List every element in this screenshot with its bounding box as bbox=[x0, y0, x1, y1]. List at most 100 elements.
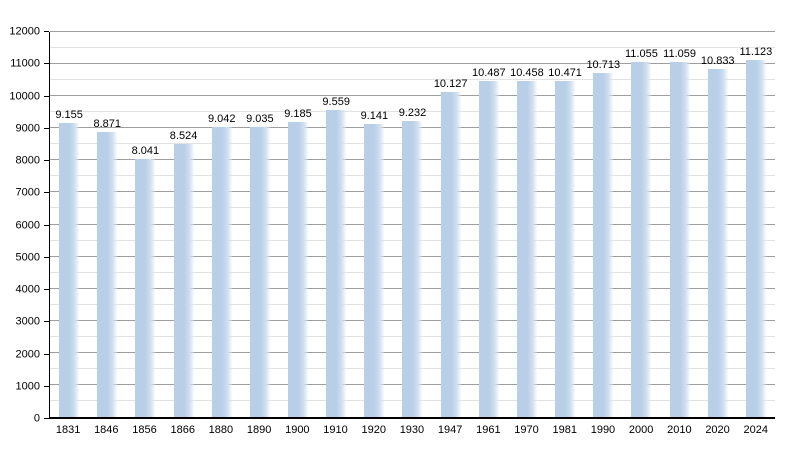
y-tick-label: 8000 bbox=[15, 154, 40, 167]
bar-value-label: 8.524 bbox=[169, 129, 198, 142]
y-tick-mark bbox=[44, 224, 49, 226]
y-tick-mark bbox=[44, 63, 49, 65]
gridline-major bbox=[50, 95, 775, 97]
y-tick-label: 1000 bbox=[15, 380, 40, 393]
bar bbox=[402, 120, 423, 417]
bar-value-label: 10.471 bbox=[548, 67, 582, 80]
gridline-minor bbox=[50, 79, 775, 81]
x-tick-label: 2000 bbox=[628, 424, 654, 436]
bar-column: 10.127 bbox=[432, 32, 470, 417]
y-tick-label: 4000 bbox=[15, 283, 40, 296]
bar bbox=[516, 81, 537, 417]
bar bbox=[745, 60, 766, 417]
bar bbox=[97, 132, 118, 417]
gridline-minor bbox=[50, 47, 775, 49]
bar-column: 10.458 bbox=[508, 32, 546, 417]
bar-value-label: 9.155 bbox=[55, 109, 83, 122]
y-axis: 0 1000 2000 3000 4000 5000 6000 7000 8000 9000 100… bbox=[0, 26, 49, 424]
bar-value-label: 10.127 bbox=[433, 78, 468, 91]
bar bbox=[288, 122, 309, 417]
bar-column: 8.041 bbox=[126, 32, 164, 417]
x-tick-label: 1831 bbox=[55, 424, 81, 436]
bar-value-label: 8.871 bbox=[93, 118, 121, 131]
x-axis-labels: 1831 1846 1856 1866 1880 1890 1900 1910 1920 1930… bbox=[49, 424, 775, 436]
bar-value-label: 11.059 bbox=[663, 48, 696, 61]
plot-area: 9.155 8.871 8.041 8.524 9.042 9.035 9.185 9.559… bbox=[49, 31, 775, 419]
bar bbox=[249, 127, 270, 417]
x-tick-label: 1900 bbox=[285, 424, 310, 436]
bar-column: 9.035 bbox=[241, 32, 279, 417]
bar-column: 9.155 bbox=[50, 32, 88, 417]
gridline-minor bbox=[50, 111, 775, 113]
y-tick-label: 2000 bbox=[15, 348, 40, 361]
y-tick-label: 10000 bbox=[9, 90, 40, 102]
bar bbox=[631, 62, 652, 417]
x-tick-label: 1890 bbox=[246, 424, 272, 436]
gridline-major bbox=[50, 63, 775, 65]
bar-value-label: 9.035 bbox=[246, 113, 274, 126]
bar bbox=[326, 110, 347, 417]
bar-value-label: 8.041 bbox=[131, 145, 160, 158]
bars: 9.155 8.871 8.041 8.524 9.042 9.035 9.185 9.559… bbox=[50, 32, 775, 417]
x-tick-label: 2024 bbox=[743, 424, 768, 436]
bar bbox=[135, 159, 156, 417]
x-tick-label: 1990 bbox=[590, 424, 616, 436]
x-tick-label: 2020 bbox=[705, 424, 730, 436]
bar bbox=[669, 62, 690, 417]
y-tick-label: 6000 bbox=[15, 219, 40, 231]
y-tick-mark bbox=[44, 160, 49, 162]
y-tick-mark bbox=[44, 127, 49, 129]
x-tick-label: 1930 bbox=[399, 424, 425, 436]
bar-value-label: 9.559 bbox=[322, 96, 350, 109]
bar-column: 8.524 bbox=[164, 32, 202, 417]
bar-value-label: 10.833 bbox=[700, 55, 735, 68]
bar bbox=[478, 80, 499, 417]
bar-column: 9.042 bbox=[203, 32, 241, 417]
y-tick-mark bbox=[44, 321, 49, 323]
y-tick-label: 12000 bbox=[9, 25, 40, 38]
bar-column: 11.123 bbox=[737, 32, 775, 417]
bar-value-label: 10.713 bbox=[586, 59, 621, 72]
bar-column: 10.471 bbox=[546, 32, 584, 417]
x-tick-label: 1981 bbox=[552, 424, 577, 436]
bar-value-label: 9.232 bbox=[398, 106, 427, 119]
bar-column: 11.059 bbox=[661, 32, 699, 417]
bar-value-label: 11.123 bbox=[739, 46, 773, 59]
bar-column: 10.833 bbox=[699, 32, 737, 417]
bar-column: 9.185 bbox=[279, 32, 317, 417]
x-tick-label: 1961 bbox=[476, 424, 501, 436]
y-tick-label: 11000 bbox=[10, 57, 40, 70]
bar-value-label: 10.487 bbox=[471, 66, 506, 79]
x-tick-label: 1947 bbox=[437, 424, 463, 436]
y-tick-mark bbox=[44, 289, 49, 291]
bar-column: 9.232 bbox=[393, 32, 431, 417]
y-tick-label: 0 bbox=[33, 412, 40, 425]
x-tick-label: 1910 bbox=[323, 424, 348, 436]
bar-column: 10.713 bbox=[584, 32, 622, 417]
bar-column: 11.055 bbox=[622, 32, 660, 417]
bar-column: 9.141 bbox=[355, 32, 393, 417]
y-tick-label: 5000 bbox=[15, 251, 40, 264]
y-tick-label: 3000 bbox=[15, 315, 40, 328]
bar-value-label: 11.055 bbox=[625, 48, 658, 61]
y-tick-mark bbox=[44, 353, 49, 355]
x-tick-label: 2010 bbox=[667, 424, 692, 436]
y-tick-mark bbox=[44, 95, 49, 97]
bar-value-label: 9.141 bbox=[360, 109, 389, 122]
y-tick-label: 7000 bbox=[15, 186, 40, 199]
y-tick-mark bbox=[44, 192, 49, 194]
bar-column: 9.559 bbox=[317, 32, 355, 417]
bar bbox=[173, 143, 194, 417]
bar bbox=[211, 126, 232, 417]
x-tick-label: 1856 bbox=[132, 424, 157, 436]
bar bbox=[593, 73, 614, 417]
bar-value-label: 9.042 bbox=[207, 112, 236, 125]
bar bbox=[555, 81, 576, 417]
y-tick-mark bbox=[44, 418, 49, 419]
y-tick-label: 9000 bbox=[15, 122, 40, 135]
gridline-major bbox=[50, 31, 775, 32]
bar-column: 10.487 bbox=[470, 32, 508, 417]
bar-column: 8.871 bbox=[88, 32, 126, 417]
bar bbox=[59, 123, 80, 417]
